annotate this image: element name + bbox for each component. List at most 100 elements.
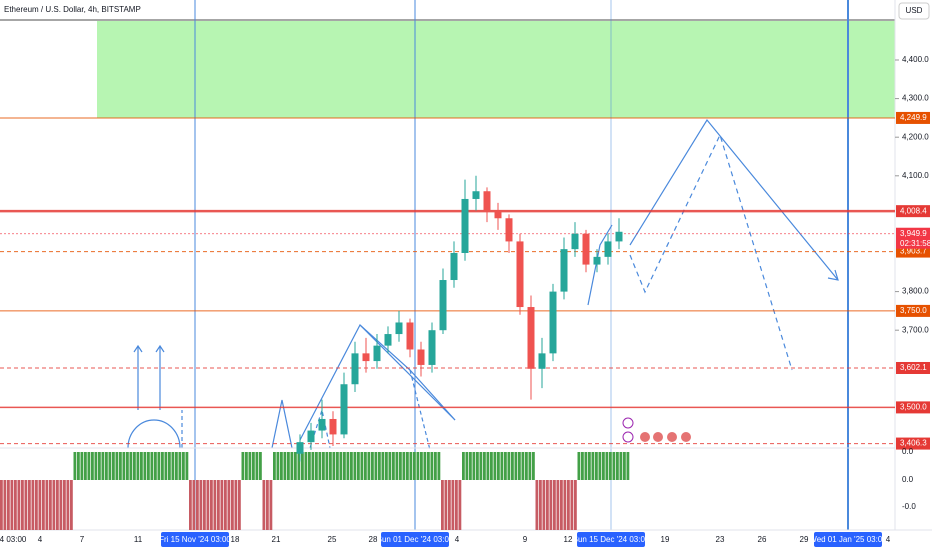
date-highlight: [381, 532, 449, 547]
histogram-bar: [238, 480, 241, 530]
date-label: Fri 15 Nov '24 03:00: [159, 535, 231, 544]
histogram-bar: [560, 480, 563, 530]
histogram-bar: [245, 452, 248, 480]
histogram-bar: [280, 452, 283, 480]
date-label: 4: [38, 535, 43, 544]
histogram-bar: [409, 452, 413, 480]
price-tag: [896, 304, 930, 317]
date-label: 25: [328, 535, 337, 544]
histogram-bar: [441, 480, 444, 530]
histogram-bar: [213, 480, 217, 530]
histogram-bar: [35, 480, 38, 530]
price-label: 3,700.0: [902, 325, 929, 334]
histogram-bar: [119, 452, 122, 480]
price-tag-label: 3,500.0: [900, 403, 927, 412]
arrow: [155, 344, 165, 353]
histogram-bar: [539, 480, 542, 530]
date-label: 28: [369, 535, 378, 544]
histogram-bar: [308, 452, 311, 480]
histogram-bar: [462, 452, 465, 480]
candle-body: [340, 384, 348, 435]
histogram-bar: [129, 452, 133, 480]
price-tag: [896, 401, 930, 414]
date-highlight: [161, 532, 229, 547]
price-label: 4,200.0: [902, 132, 929, 141]
countdown-tag: [896, 238, 930, 249]
date-label: 23: [716, 535, 725, 544]
histogram-bar: [556, 480, 560, 530]
candle-body: [307, 430, 315, 443]
price-tag-label: 3,750.0: [900, 306, 927, 315]
price-tag-label: 3,949.9: [900, 229, 927, 238]
price-tag-label: 3,406.3: [900, 439, 927, 448]
candle-body: [505, 218, 513, 242]
event-icon[interactable]: [640, 432, 650, 442]
candle-body: [351, 353, 359, 385]
histogram-bar: [150, 452, 154, 480]
wave: [271, 399, 293, 449]
event-icon[interactable]: [653, 432, 663, 442]
event-icon[interactable]: [667, 432, 677, 442]
histogram-bar: [84, 452, 87, 480]
arrow-head: [827, 269, 839, 281]
histogram-bar: [574, 480, 577, 530]
histogram-bar: [108, 452, 112, 480]
histogram-bar: [147, 452, 150, 480]
event-icons: [622, 417, 691, 443]
indicator-label: 0.0: [902, 475, 914, 484]
price-tag: [896, 437, 930, 450]
histogram-bar: [136, 452, 140, 480]
price-tag: [896, 111, 930, 124]
candle-body: [472, 191, 480, 199]
candle-body: [329, 418, 337, 435]
target-zone: [97, 21, 895, 118]
arrow: [133, 344, 143, 353]
histogram-bar: [143, 452, 147, 480]
histogram-bar: [178, 452, 182, 480]
histogram-bar: [10, 480, 14, 530]
histogram-bar: [49, 480, 52, 530]
event-icon[interactable]: [622, 431, 634, 443]
drawings: [127, 118, 839, 451]
histogram-bar: [325, 452, 329, 480]
currency[interactable]: USD: [906, 6, 923, 15]
histogram-bar: [483, 452, 486, 480]
histogram-bar: [3, 480, 7, 530]
event-icon[interactable]: [622, 417, 634, 429]
histogram-bar: [157, 452, 161, 480]
price-label: 4,400.0: [902, 55, 929, 64]
date-label: 4: [886, 535, 891, 544]
currency-button[interactable]: [898, 2, 930, 20]
histogram-bar: [423, 452, 427, 480]
histogram-bar: [28, 480, 31, 530]
histogram-bar: [206, 480, 210, 530]
price-tag-label: 4,008.4: [900, 206, 927, 215]
histogram-bar: [553, 480, 556, 530]
histogram-bar: [469, 452, 472, 480]
histogram-bar: [73, 452, 77, 480]
histogram-bar: [490, 452, 493, 480]
date-label: 4: [455, 535, 460, 544]
histogram-bar: [297, 452, 301, 480]
candle-body: [549, 291, 557, 354]
histogram-bar: [416, 452, 420, 480]
histogram-bar: [77, 452, 80, 480]
histogram-bar: [399, 452, 402, 480]
histogram-bar: [262, 480, 266, 530]
event-icon[interactable]: [681, 432, 691, 442]
candle-body: [395, 322, 403, 335]
date-label: 12: [564, 535, 573, 544]
date-label: Sun 15 Dec '24 03:00: [573, 535, 650, 544]
date-label: 7: [80, 535, 85, 544]
histogram-bar: [56, 480, 59, 530]
candle-body: [296, 442, 304, 454]
histogram-bar: [7, 480, 10, 530]
histogram-bar: [70, 480, 73, 530]
histogram-bar: [388, 452, 392, 480]
candle-body: [417, 349, 425, 365]
histogram-bar: [581, 452, 584, 480]
histogram-bar: [311, 452, 315, 480]
histogram-bar: [605, 452, 609, 480]
histogram-bar: [430, 452, 434, 480]
